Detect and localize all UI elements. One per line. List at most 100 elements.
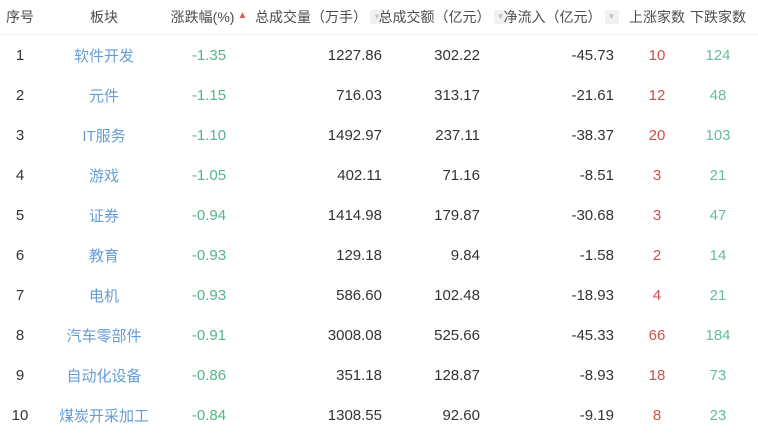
inflow-value: -8.51 — [579, 166, 614, 184]
sort-ascending-icon: ▲ — [237, 10, 248, 21]
turnover-value: 237.11 — [435, 126, 480, 144]
inflow-value: -9.19 — [579, 406, 614, 424]
sector-link[interactable]: 汽车零部件 — [66, 327, 142, 345]
change-value: -1.10 — [191, 126, 227, 144]
col-header-down-count: 下跌家数 — [690, 9, 746, 25]
table-row: 6 教育 -0.93 129.18 9.84 -1.58 2 14 — [0, 235, 758, 275]
volume-value: 1414.98 — [327, 206, 382, 224]
table-row: 1 软件开发 -1.35 1227.86 302.22 -45.73 10 12… — [0, 35, 758, 75]
turnover-value: 313.17 — [434, 86, 480, 104]
change-value: -1.05 — [191, 166, 227, 184]
inflow-value: -8.93 — [579, 366, 614, 384]
change-value: -1.15 — [191, 86, 227, 104]
down-count-value: 21 — [709, 166, 727, 184]
table-row: 9 自动化设备 -0.86 351.18 128.87 -8.93 18 73 — [0, 355, 758, 395]
sector-link[interactable]: 证券 — [88, 207, 119, 225]
row-index: 5 — [15, 206, 25, 224]
inflow-value: -45.33 — [571, 326, 614, 344]
volume-value: 1227.86 — [327, 46, 382, 64]
row-index: 3 — [15, 126, 25, 144]
change-value: -0.94 — [191, 206, 227, 224]
sort-down-icon: ▼ — [607, 12, 616, 21]
row-index: 1 — [15, 46, 25, 64]
row-index: 7 — [15, 286, 25, 304]
sector-link[interactable]: IT服务 — [82, 127, 126, 145]
row-index: 6 — [15, 246, 25, 264]
turnover-value: 71.16 — [442, 166, 480, 184]
sector-link[interactable]: 煤炭开采加工 — [58, 407, 149, 425]
table-row: 5 证券 -0.94 1414.98 179.87 -30.68 3 47 — [0, 195, 758, 235]
up-count-value: 3 — [652, 166, 662, 184]
sort-inflow-button[interactable]: ▼ — [604, 10, 619, 24]
volume-value: 1308.55 — [327, 406, 382, 424]
down-count-value: 47 — [709, 206, 727, 224]
table-header-row: 序号 板块 涨跌幅(%) ▲ 总成交量（万手） ▼ 总成交额（亿元） ▼ 净流入… — [0, 0, 758, 35]
table-row: 4 游戏 -1.05 402.11 71.16 -8.51 3 21 — [0, 155, 758, 195]
col-header-up-count: 上涨家数 — [629, 9, 685, 25]
col-header-turnover[interactable]: 总成交额（亿元） ▼ — [379, 7, 508, 27]
volume-value: 586.60 — [336, 286, 382, 304]
col-header-volume[interactable]: 总成交量（万手） ▼ — [250, 7, 388, 27]
row-index: 2 — [15, 86, 25, 104]
col-header-inflow-label: 净流入（亿元） — [503, 9, 602, 25]
inflow-value: -45.73 — [571, 46, 614, 64]
inflow-value: -30.68 — [571, 206, 614, 224]
change-value: -1.35 — [191, 46, 227, 64]
col-header-change[interactable]: 涨跌幅(%) ▲ — [168, 7, 250, 27]
down-count-value: 184 — [705, 326, 731, 344]
turnover-value: 9.84 — [450, 246, 480, 264]
sort-turnover-button[interactable]: ▼ — [493, 10, 508, 24]
sector-link[interactable]: 电机 — [88, 287, 119, 305]
up-count-value: 10 — [648, 46, 666, 64]
sector-link[interactable]: 元件 — [88, 87, 119, 105]
sector-link[interactable]: 游戏 — [88, 167, 119, 185]
down-count-value: 48 — [709, 86, 727, 104]
table-row: 3 IT服务 -1.10 1492.97 237.11 -38.37 20 10… — [0, 115, 758, 155]
up-count-value: 2 — [652, 246, 662, 264]
sector-link[interactable]: 自动化设备 — [66, 367, 142, 385]
col-header-change-label: 涨跌幅(%) — [170, 9, 235, 25]
up-count-value: 4 — [652, 286, 662, 304]
up-count-value: 20 — [648, 126, 666, 144]
row-index: 8 — [15, 326, 25, 344]
turnover-value: 525.66 — [434, 326, 480, 344]
row-index: 4 — [15, 166, 25, 184]
sort-down-icon: ▼ — [373, 12, 381, 21]
down-count-value: 14 — [709, 246, 727, 264]
table-row: 8 汽车零部件 -0.91 3008.08 525.66 -45.33 66 1… — [0, 315, 758, 355]
up-count-value: 8 — [652, 406, 662, 424]
change-value: -0.93 — [191, 246, 227, 264]
volume-value: 1492.97 — [327, 126, 382, 144]
col-header-inflow[interactable]: 净流入（亿元） ▼ — [498, 7, 624, 27]
change-value: -0.86 — [191, 366, 227, 384]
down-count-value: 124 — [705, 46, 731, 64]
sector-link[interactable]: 软件开发 — [73, 47, 134, 65]
col-header-turnover-label: 总成交额（亿元） — [378, 9, 491, 25]
row-index: 9 — [15, 366, 25, 384]
inflow-value: -18.93 — [571, 286, 614, 304]
table-row: 10 煤炭开采加工 -0.84 1308.55 92.60 -9.19 8 23 — [0, 395, 758, 435]
up-count-value: 66 — [648, 326, 666, 344]
turnover-value: 92.60 — [442, 406, 480, 424]
col-header-volume-label: 总成交量（万手） — [255, 9, 367, 25]
volume-value: 716.03 — [336, 86, 382, 104]
turnover-value: 128.87 — [434, 366, 480, 384]
down-count-value: 23 — [709, 406, 727, 424]
table-row: 2 元件 -1.15 716.03 313.17 -21.61 12 48 — [0, 75, 758, 115]
down-count-value: 21 — [709, 286, 727, 304]
row-index: 10 — [11, 406, 29, 424]
change-value: -0.93 — [191, 286, 227, 304]
inflow-value: -1.58 — [579, 246, 614, 264]
turnover-value: 302.22 — [434, 46, 480, 64]
col-header-sector: 板块 — [90, 9, 118, 25]
sector-link[interactable]: 教育 — [88, 247, 119, 265]
turnover-value: 179.87 — [434, 206, 480, 224]
down-count-value: 73 — [709, 366, 727, 384]
volume-value: 129.18 — [336, 246, 382, 264]
volume-value: 402.11 — [337, 166, 382, 184]
inflow-value: -21.61 — [571, 86, 614, 104]
sort-volume-button[interactable]: ▼ — [370, 10, 384, 24]
up-count-value: 18 — [648, 366, 666, 384]
table-row: 7 电机 -0.93 586.60 102.48 -18.93 4 21 — [0, 275, 758, 315]
